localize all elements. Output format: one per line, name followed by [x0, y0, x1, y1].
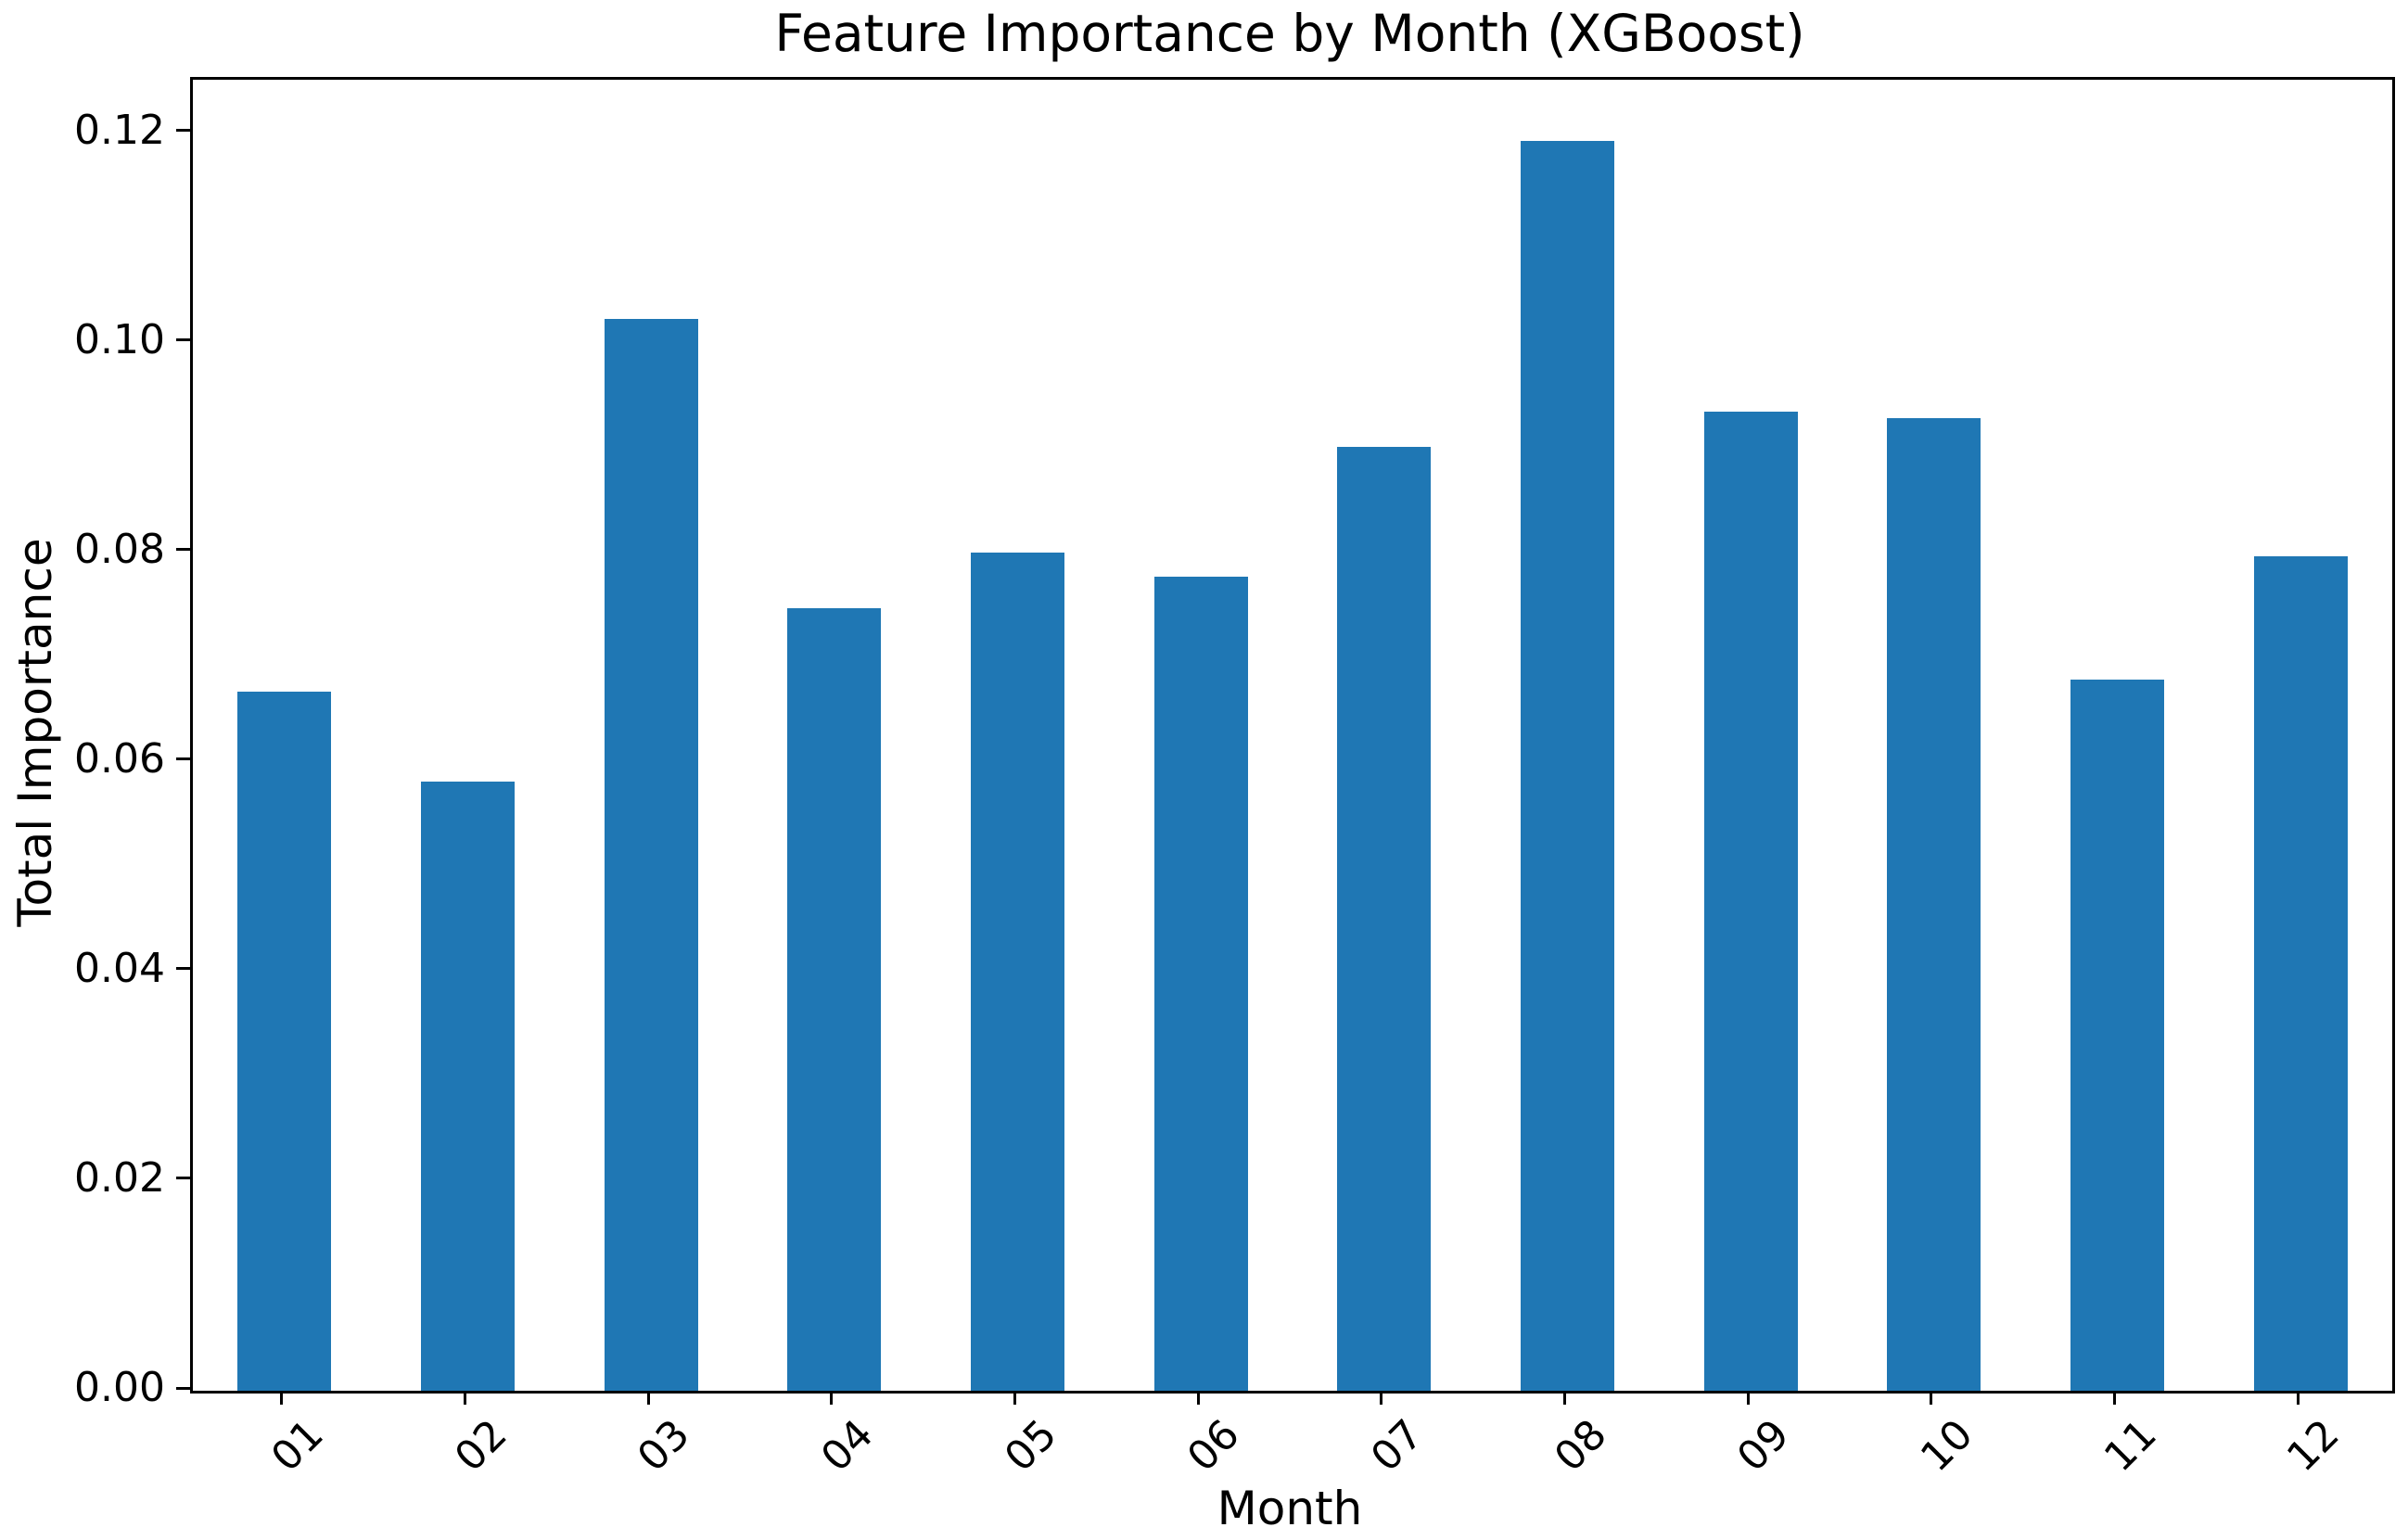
y-tick-label-0.12: 0.12	[74, 106, 165, 154]
x-tick-mark	[2113, 1391, 2116, 1405]
y-tick-label-0.08: 0.08	[74, 525, 165, 573]
x-axis-label: Month	[1217, 1482, 1363, 1535]
y-tick-label-0.02: 0.02	[74, 1153, 165, 1202]
y-tick-mark	[176, 129, 190, 133]
x-tick-mark	[2296, 1391, 2300, 1405]
bar-month-11	[2070, 679, 2164, 1391]
bar-month-01	[237, 692, 332, 1391]
x-tick-label-text: 05	[995, 1410, 1066, 1482]
x-tick-label-text: 12	[2278, 1410, 2349, 1482]
x-tick-mark	[1746, 1391, 1750, 1405]
y-tick-mark	[176, 757, 190, 761]
y-tick-mark	[176, 1386, 190, 1390]
x-tick-mark	[1930, 1391, 1933, 1405]
x-tick-mark	[280, 1391, 284, 1405]
bar-month-06	[1153, 576, 1248, 1391]
x-tick-mark	[1013, 1391, 1016, 1405]
x-tick-label-text: 03	[629, 1410, 699, 1482]
x-tick-label-text: 10	[1911, 1410, 1982, 1482]
y-tick-label-0.04: 0.04	[74, 944, 165, 992]
x-tick-mark	[1380, 1391, 1383, 1405]
bar-month-08	[1521, 140, 1614, 1391]
x-tick-label-text: 08	[1545, 1410, 1616, 1482]
x-tick-mark	[830, 1391, 834, 1405]
x-tick-label-text: 07	[1361, 1410, 1433, 1482]
y-tick-label-0.00: 0.00	[74, 1364, 165, 1411]
y-tick-mark	[176, 338, 190, 342]
chart-title: Feature Importance by Month (XGBoost)	[774, 4, 1805, 63]
x-tick-mark	[464, 1391, 466, 1405]
bar-month-05	[971, 552, 1064, 1391]
x-tick-mark	[1563, 1391, 1566, 1405]
bar-month-09	[1703, 412, 1798, 1391]
y-tick-mark	[176, 548, 190, 552]
x-tick-mark	[646, 1391, 650, 1405]
y-tick-label-0.06: 0.06	[74, 734, 165, 783]
x-tick-label-text: 02	[445, 1410, 516, 1482]
bar-month-03	[604, 318, 698, 1391]
bar-month-12	[2253, 556, 2348, 1391]
plot-area	[190, 77, 2395, 1394]
bar-month-10	[1887, 418, 1981, 1391]
bar-month-02	[421, 782, 515, 1391]
y-axis-label: Total Importance	[8, 538, 62, 927]
x-tick-label-text: 04	[811, 1410, 883, 1482]
x-tick-label-text: 11	[2095, 1410, 2166, 1482]
x-tick-label-text: 01	[261, 1410, 333, 1482]
x-tick-label-text: 06	[1179, 1410, 1249, 1482]
y-tick-mark	[176, 1177, 190, 1180]
y-tick-mark	[176, 967, 190, 971]
x-tick-mark	[1196, 1391, 1200, 1405]
y-tick-label-0.10: 0.10	[74, 315, 165, 363]
bar-month-07	[1337, 446, 1432, 1391]
x-tick-label-text: 09	[1728, 1410, 1799, 1482]
bar-month-04	[787, 607, 882, 1391]
